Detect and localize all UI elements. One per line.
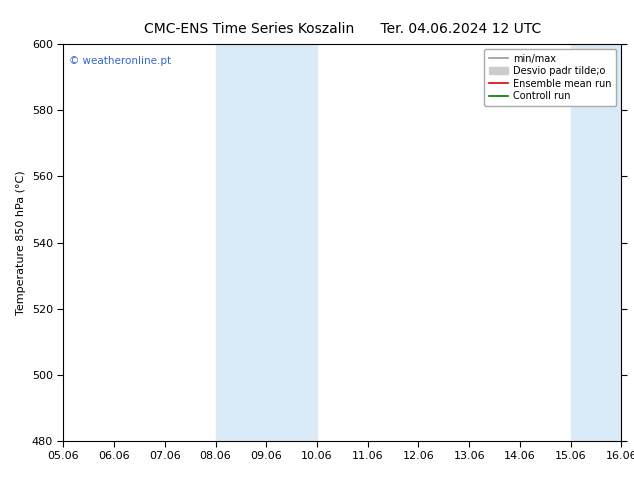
Text: © weatheronline.pt: © weatheronline.pt <box>69 56 171 66</box>
Bar <box>571 44 621 441</box>
Bar <box>216 44 266 441</box>
Legend: min/max, Desvio padr tilde;o, Ensemble mean run, Controll run: min/max, Desvio padr tilde;o, Ensemble m… <box>484 49 616 106</box>
Bar <box>266 44 317 441</box>
Y-axis label: Temperature 850 hPa (°C): Temperature 850 hPa (°C) <box>16 170 26 315</box>
Text: CMC-ENS Time Series Koszalin      Ter. 04.06.2024 12 UTC: CMC-ENS Time Series Koszalin Ter. 04.06.… <box>144 22 541 36</box>
